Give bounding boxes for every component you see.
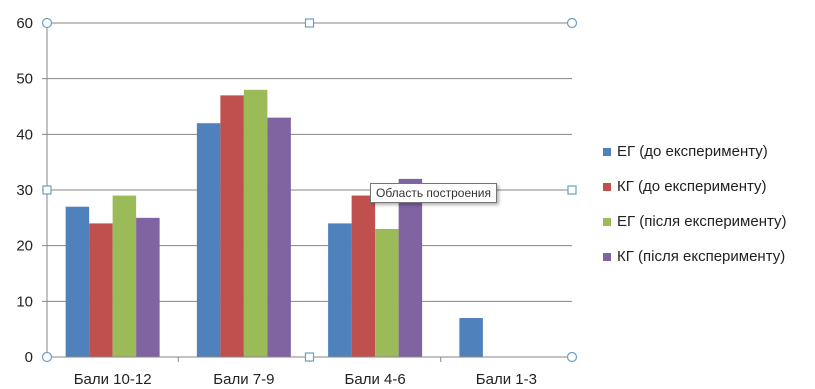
side-resize-handle[interactable]: [304, 352, 315, 362]
y-tick-label: 10: [16, 293, 33, 310]
legend-item: КГ (до експерименту): [603, 175, 787, 198]
x-tick-label: Бали 10-12: [74, 371, 152, 388]
bar: [136, 217, 160, 357]
side-resize-handle[interactable]: [42, 185, 52, 195]
corner-resize-handle[interactable]: [566, 17, 578, 29]
bar: [65, 206, 90, 357]
y-tick-label: 40: [16, 126, 33, 143]
bar: [112, 195, 137, 357]
legend-swatch: [603, 182, 611, 191]
bar: [196, 123, 221, 357]
legend: ЕГ (до експерименту) КГ (до експерименту…: [603, 140, 787, 280]
x-tick-label: Бали 4-6: [345, 371, 406, 388]
side-resize-handle[interactable]: [304, 18, 315, 28]
y-tick-label: 0: [25, 349, 33, 366]
legend-label: КГ (до експерименту): [617, 178, 767, 195]
bar: [267, 117, 291, 357]
legend-item: ЕГ (після експерименту): [603, 210, 787, 233]
bar: [351, 195, 376, 357]
y-tick-label: 20: [16, 238, 33, 255]
plot-area-tooltip: Область построения: [370, 183, 497, 203]
bar: [243, 89, 268, 358]
side-resize-handle[interactable]: [567, 185, 577, 195]
legend-item: ЕГ (до експерименту): [603, 140, 787, 163]
legend-swatch: [603, 147, 611, 156]
y-tick-label: 30: [16, 182, 33, 199]
bars: [65, 89, 483, 358]
y-tick-label: 60: [16, 15, 33, 32]
bar: [328, 223, 352, 357]
x-tick-label: Бали 1-3: [476, 371, 537, 388]
bar: [375, 228, 399, 357]
bar: [89, 223, 113, 357]
x-axis-ticks: Бали 10-12 Бали 7-9 Бали 4-6 Бали 1-3: [74, 357, 537, 388]
legend-item: КГ (після експерименту): [603, 245, 787, 268]
legend-label: КГ (після експерименту): [617, 248, 786, 265]
corner-resize-handle[interactable]: [566, 351, 578, 363]
legend-swatch: [603, 217, 611, 226]
bar: [459, 318, 483, 357]
bar: [398, 178, 423, 357]
legend-label: ЕГ (до експерименту): [617, 143, 768, 160]
y-tick-label: 50: [16, 71, 33, 88]
x-tick-label: Бали 7-9: [213, 371, 274, 388]
bar: [220, 95, 244, 357]
legend-label: ЕГ (після експерименту): [617, 213, 787, 230]
corner-resize-handle[interactable]: [41, 17, 53, 29]
plot-area-selection-handles[interactable]: [41, 17, 578, 363]
legend-swatch: [603, 252, 611, 261]
corner-resize-handle[interactable]: [41, 351, 53, 363]
y-axis-ticks: 0 10 20 30 40 50 60: [16, 15, 47, 366]
